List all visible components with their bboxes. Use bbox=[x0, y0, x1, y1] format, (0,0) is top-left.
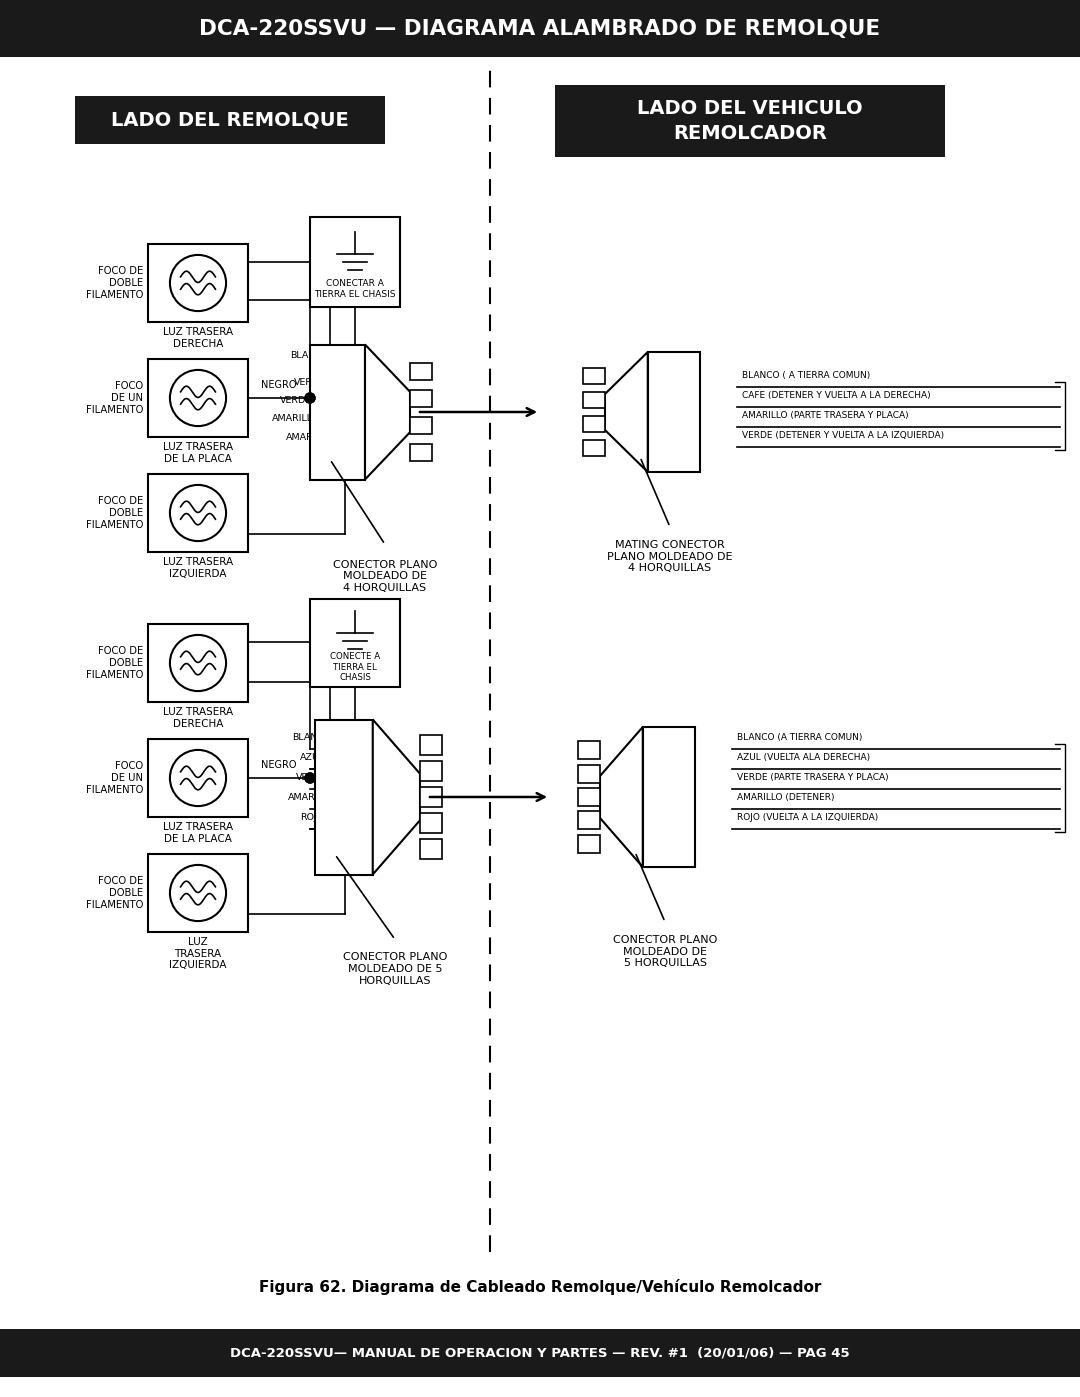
Text: AMARILLO (PARTE TRASERA Y PLACA): AMARILLO (PARTE TRASERA Y PLACA) bbox=[742, 411, 908, 420]
Bar bbox=[148, 739, 248, 817]
Text: NEGRO: NEGRO bbox=[261, 760, 297, 770]
Circle shape bbox=[305, 773, 315, 782]
Text: AZUL (VUELTA ALA DERECHA): AZUL (VUELTA ALA DERECHA) bbox=[737, 753, 870, 761]
Circle shape bbox=[170, 865, 226, 921]
Bar bbox=[420, 787, 442, 807]
Text: BLANCO: BLANCO bbox=[291, 351, 329, 360]
Text: MATING CONECTOR
PLANO MOLDEADO DE
4 HORQUILLAS: MATING CONECTOR PLANO MOLDEADO DE 4 HORQ… bbox=[607, 541, 732, 573]
Text: FOCO DE
DOBLE
FILAMENTO: FOCO DE DOBLE FILAMENTO bbox=[85, 267, 143, 299]
Bar bbox=[310, 599, 400, 687]
Bar bbox=[583, 416, 605, 432]
Text: FOCO DE
DOBLE
FILAMENTO: FOCO DE DOBLE FILAMENTO bbox=[85, 876, 143, 909]
Text: CAFE (DETENER Y VUELTA A LA DERECHA): CAFE (DETENER Y VUELTA A LA DERECHA) bbox=[742, 391, 931, 400]
Text: CONECTOR PLANO
MOLDEADO DE 5
HORQUILLAS: CONECTOR PLANO MOLDEADO DE 5 HORQUILLAS bbox=[342, 953, 447, 986]
Text: LUZ
TRASERA
IZQUIERDA: LUZ TRASERA IZQUIERDA bbox=[170, 937, 227, 970]
Text: BLANCO ( A TIERRA COMUN): BLANCO ( A TIERRA COMUN) bbox=[742, 372, 870, 380]
Bar bbox=[420, 761, 442, 781]
Text: CONECTOR PLANO
MOLDEADO DE
5 HORQUILLAS: CONECTOR PLANO MOLDEADO DE 5 HORQUILLAS bbox=[612, 935, 717, 968]
Text: VERDE/CAFÉ: VERDE/CAFÉ bbox=[280, 395, 340, 405]
Text: VERDE: VERDE bbox=[296, 773, 328, 782]
Text: BLANCO (A TIERRA COMUN): BLANCO (A TIERRA COMUN) bbox=[737, 733, 862, 742]
Bar bbox=[583, 369, 605, 384]
Circle shape bbox=[170, 254, 226, 312]
Text: LUZ TRASERA
DE LA PLACA: LUZ TRASERA DE LA PLACA bbox=[163, 441, 233, 464]
Bar bbox=[578, 834, 600, 852]
Circle shape bbox=[170, 485, 226, 541]
Bar bbox=[420, 735, 442, 756]
Bar bbox=[420, 838, 442, 859]
Circle shape bbox=[170, 370, 226, 426]
Text: AMARILLO: AMARILLO bbox=[286, 433, 334, 441]
Text: AZUL: AZUL bbox=[299, 753, 325, 761]
Bar bbox=[148, 244, 248, 321]
Text: AMARILLO: AMARILLO bbox=[288, 793, 336, 802]
Text: VERDE (PARTE TRASERA Y PLACA): VERDE (PARTE TRASERA Y PLACA) bbox=[737, 773, 889, 782]
Text: FOCO
DE UN
FILAMENTO: FOCO DE UN FILAMENTO bbox=[85, 381, 143, 415]
Bar bbox=[555, 85, 945, 156]
Text: VERDE: VERDE bbox=[294, 379, 326, 387]
Bar bbox=[583, 440, 605, 455]
Bar bbox=[148, 624, 248, 703]
Bar bbox=[75, 96, 384, 144]
Circle shape bbox=[305, 393, 315, 402]
Circle shape bbox=[305, 393, 315, 402]
Bar bbox=[578, 764, 600, 782]
Text: FOCO DE
DOBLE
FILAMENTO: FOCO DE DOBLE FILAMENTO bbox=[85, 647, 143, 679]
Polygon shape bbox=[605, 352, 648, 472]
Bar bbox=[420, 813, 442, 833]
Text: LUZ TRASERA
DERECHA: LUZ TRASERA DERECHA bbox=[163, 707, 233, 729]
Text: CONECTE A
TIERRA EL
CHASIS: CONECTE A TIERRA EL CHASIS bbox=[329, 652, 380, 682]
Bar bbox=[148, 474, 248, 552]
Text: LADO DEL VEHICULO
REMOLCADOR: LADO DEL VEHICULO REMOLCADOR bbox=[637, 99, 863, 142]
Text: CONECTAR A
TIERRA EL CHASIS: CONECTAR A TIERRA EL CHASIS bbox=[314, 279, 395, 299]
Polygon shape bbox=[373, 719, 420, 875]
Text: FOCO DE
DOBLE
FILAMENTO: FOCO DE DOBLE FILAMENTO bbox=[85, 496, 143, 529]
Bar bbox=[578, 788, 600, 806]
Bar bbox=[578, 812, 600, 830]
Text: LUZ TRASERA
DERECHA: LUZ TRASERA DERECHA bbox=[163, 327, 233, 349]
Text: LADO DEL REMOLQUE: LADO DEL REMOLQUE bbox=[111, 110, 349, 130]
Text: DCA-220SSVU— MANUAL DE OPERACION Y PARTES — REV. #1  (20/01/06) — PAG 45: DCA-220SSVU— MANUAL DE OPERACION Y PARTE… bbox=[230, 1347, 850, 1359]
Bar bbox=[148, 854, 248, 932]
Polygon shape bbox=[600, 726, 643, 868]
Text: DCA-220SSVU — DIAGRAMA ALAMBRADO DE REMOLQUE: DCA-220SSVU — DIAGRAMA ALAMBRADO DE REMO… bbox=[200, 20, 880, 39]
Bar bbox=[148, 359, 248, 437]
Bar bbox=[310, 345, 365, 479]
Text: ROJO: ROJO bbox=[300, 813, 324, 821]
Text: LUZ TRASERA
DE LA PLACA: LUZ TRASERA DE LA PLACA bbox=[163, 821, 233, 844]
Circle shape bbox=[305, 773, 315, 782]
Bar bbox=[0, 0, 1080, 57]
Text: ROJO (VUELTA A LA IZQUIERDA): ROJO (VUELTA A LA IZQUIERDA) bbox=[737, 813, 878, 821]
Bar bbox=[410, 444, 432, 461]
Circle shape bbox=[170, 750, 226, 806]
Text: BLANCO: BLANCO bbox=[293, 733, 332, 742]
Text: VERDE (DETENER Y VUELTA A LA IZQUIERDA): VERDE (DETENER Y VUELTA A LA IZQUIERDA) bbox=[742, 432, 944, 440]
Text: AMARILLO/CAFÉ: AMARILLO/CAFÉ bbox=[272, 414, 348, 423]
Polygon shape bbox=[365, 345, 410, 479]
Bar bbox=[583, 393, 605, 408]
Bar bbox=[410, 363, 432, 380]
Text: FOCO
DE UN
FILAMENTO: FOCO DE UN FILAMENTO bbox=[85, 761, 143, 795]
Bar bbox=[410, 390, 432, 408]
Bar bbox=[315, 719, 373, 875]
Text: Figura 62. Diagrama de Cableado Remolque/Vehículo Remolcador: Figura 62. Diagrama de Cableado Remolque… bbox=[259, 1280, 821, 1295]
Bar bbox=[643, 726, 696, 868]
Text: NEGRO: NEGRO bbox=[261, 380, 297, 390]
Text: CONECTOR PLANO
MOLDEADO DE
4 HORQUILLAS: CONECTOR PLANO MOLDEADO DE 4 HORQUILLAS bbox=[333, 560, 437, 592]
Text: LUZ TRASERA
IZQUIERDA: LUZ TRASERA IZQUIERDA bbox=[163, 557, 233, 578]
Bar bbox=[578, 742, 600, 760]
Bar bbox=[310, 217, 400, 307]
Circle shape bbox=[170, 634, 226, 692]
Bar bbox=[0, 1329, 1080, 1377]
Bar bbox=[648, 352, 700, 472]
Text: AMARILLO (DETENER): AMARILLO (DETENER) bbox=[737, 793, 835, 802]
Bar bbox=[410, 416, 432, 434]
